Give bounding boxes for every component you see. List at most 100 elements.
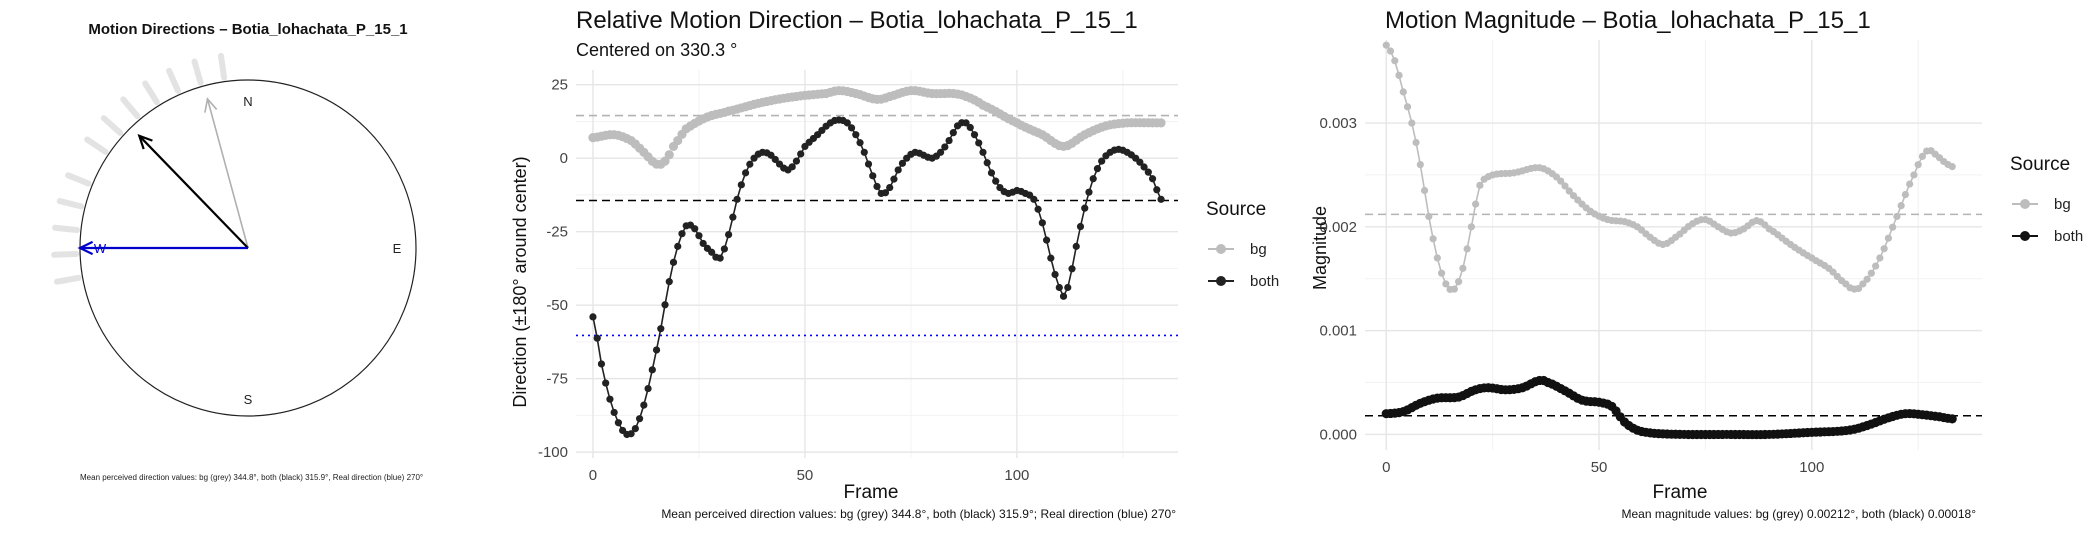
x-tick-label: 100 (1799, 459, 1824, 476)
arrowhead-real (77, 240, 94, 256)
magnitude-caption: Mean magnitude values: bg (grey) 0.00212… (1622, 507, 1977, 521)
data-point (992, 177, 1000, 185)
polar-caption: Mean perceived direction values: bg (gre… (80, 473, 423, 482)
series-both (589, 116, 1165, 439)
data-point (1051, 270, 1059, 279)
data-point (1068, 265, 1076, 273)
data-point (1055, 283, 1063, 292)
data-point (979, 148, 987, 156)
x-tick-label: 100 (1004, 467, 1029, 484)
data-point (1089, 175, 1097, 183)
data-point (898, 159, 907, 167)
magnitude-tick-labels: 0 50 100 0.003 0.002 0.001 0.000 (1319, 115, 1824, 476)
data-point (1157, 195, 1165, 203)
compass-label-n: N (243, 94, 252, 109)
arrow-both (138, 135, 249, 249)
data-point (894, 166, 902, 174)
data-point (1876, 254, 1884, 262)
data-point (1437, 269, 1446, 277)
y-tick-label: 0.001 (1319, 323, 1357, 340)
data-point (1085, 188, 1093, 196)
data-point (741, 169, 750, 177)
y-tick-label: 0 (560, 150, 568, 167)
data-point (873, 182, 881, 191)
data-point (856, 139, 864, 147)
data-point (664, 150, 674, 160)
direction-panel: Relative Motion Direction – Botia_lohach… (510, 7, 1279, 521)
data-point (1914, 161, 1922, 169)
data-point (847, 124, 856, 132)
data-point (1476, 181, 1484, 189)
data-point (843, 119, 851, 127)
magnitude-reference-lines (1365, 213, 1982, 417)
data-point (890, 175, 898, 183)
data-point (678, 230, 686, 238)
data-point (1557, 177, 1565, 185)
data-point (699, 239, 707, 248)
direction-grid (576, 70, 1178, 458)
data-point (665, 278, 673, 286)
direction-ylabel: Direction (±180° around center) (510, 156, 530, 407)
data-point (1863, 275, 1871, 283)
data-point (1872, 262, 1880, 270)
data-point (1042, 236, 1051, 244)
data-point (1399, 88, 1407, 96)
data-point (1897, 202, 1905, 210)
data-point (606, 395, 614, 403)
data-point (610, 408, 618, 417)
rug-mark (65, 172, 92, 187)
legend-title: Source (1206, 199, 1266, 220)
x-tick-label: 50 (1591, 459, 1608, 476)
data-point (1867, 269, 1875, 277)
data-point (1136, 158, 1144, 166)
data-point (1561, 182, 1569, 190)
data-point (597, 360, 606, 368)
direction-reference-lines (576, 114, 1178, 337)
y-tick-label: 0.002 (1319, 219, 1357, 236)
data-point (1420, 186, 1429, 195)
x-tick-label: 0 (1382, 459, 1390, 476)
legend-title: Source (2010, 154, 2070, 175)
data-point (949, 129, 957, 137)
compass-label-e: E (393, 241, 402, 256)
direction-tick-labels: 0 50 100 25 0 -25 -50 -75 -100 (538, 77, 1029, 484)
data-point (729, 213, 737, 221)
data-point (1425, 212, 1433, 221)
data-point (987, 169, 996, 177)
y-tick-label: -100 (538, 444, 568, 461)
series-line (1385, 44, 1953, 291)
data-point (1901, 190, 1910, 199)
data-point (631, 425, 639, 433)
data-point (644, 384, 652, 393)
legend-label: both (1250, 273, 1279, 290)
direction-xlabel: Frame (844, 482, 899, 503)
data-point (881, 189, 890, 197)
data-point (1047, 254, 1055, 262)
direction-series (588, 85, 1166, 439)
magnitude-grid (1365, 40, 1982, 450)
rug-mark (84, 136, 109, 155)
data-point (941, 143, 949, 151)
arrowhead-bg (204, 97, 218, 113)
data-point (983, 159, 991, 167)
data-point (970, 131, 979, 139)
data-point (975, 139, 983, 147)
data-point (1947, 414, 1957, 424)
rug-mark (218, 52, 228, 81)
data-point (1450, 285, 1458, 293)
data-point (652, 346, 661, 354)
data-point (589, 313, 597, 321)
data-point (627, 430, 635, 438)
rug-mark (191, 58, 204, 86)
legend-label: bg (1250, 241, 1267, 258)
data-point (1918, 152, 1927, 160)
data-point (1893, 212, 1901, 221)
data-point (1140, 163, 1148, 171)
direction-subtitle: Centered on 330.3 ° (576, 40, 737, 60)
legend-label: both (2054, 228, 2083, 245)
polar-rug-marks (51, 52, 228, 285)
data-point (797, 150, 805, 158)
data-point (1412, 138, 1420, 147)
series-both (1381, 375, 1957, 440)
